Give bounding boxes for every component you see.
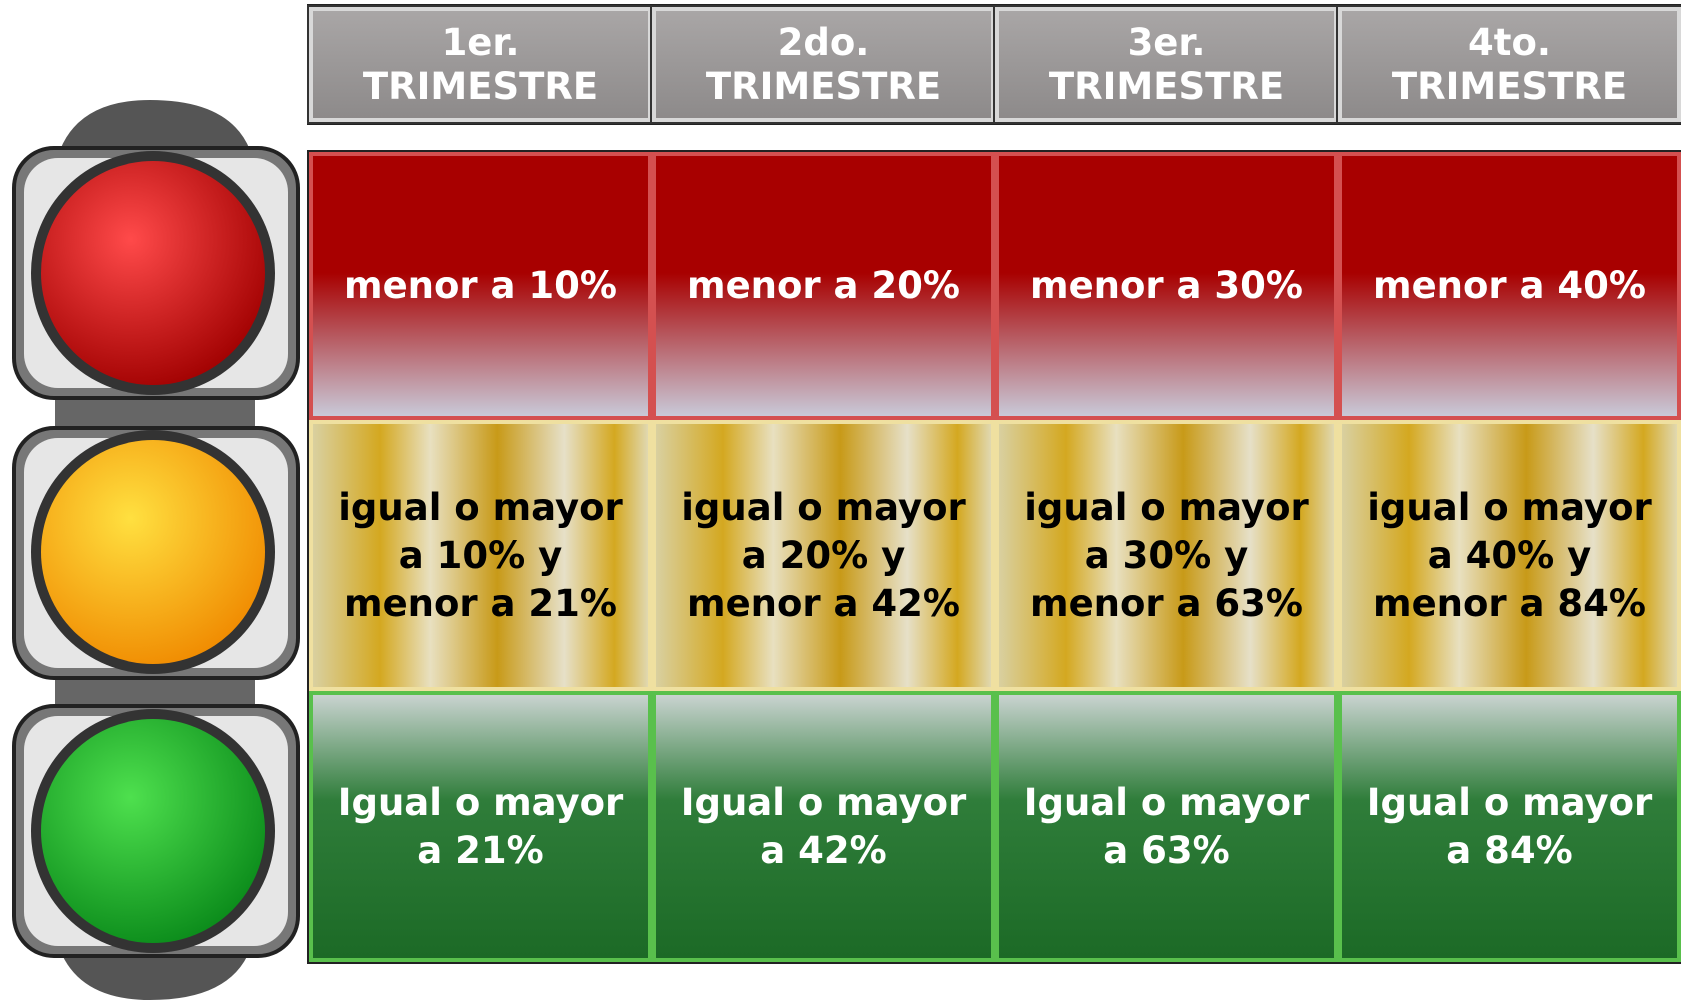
text-line: TRIMESTRE: [1048, 64, 1285, 108]
threshold-cell: menor a 40%: [1338, 152, 1681, 420]
text-line: menor a 10%: [344, 264, 617, 307]
text-line: Igual o mayor: [337, 780, 624, 824]
threshold-cell: igual o mayor a 10% y menor a 21%: [309, 420, 652, 691]
threshold-cell: igual o mayor a 30% y menor a 63%: [995, 420, 1338, 691]
threshold-cell: igual o mayor a 40% y menor a 84%: [1338, 420, 1681, 691]
threshold-cell: Igual o mayor a 63%: [995, 691, 1338, 962]
lamp-red: [12, 146, 300, 400]
text-line: a 30% y: [1084, 533, 1249, 577]
text-line: 2do.: [777, 20, 870, 64]
text-line: TRIMESTRE: [705, 64, 942, 108]
text-line: menor a 30%: [1030, 264, 1303, 307]
text-line: Igual o mayor: [680, 780, 967, 824]
text-line: menor a 84%: [1373, 581, 1646, 625]
text-line: TRIMESTRE: [362, 64, 599, 108]
text-line: a 42%: [760, 828, 887, 872]
text-line: igual o mayor: [338, 485, 623, 529]
text-line: igual o mayor: [1367, 485, 1652, 529]
column-header: 2do. TRIMESTRE: [650, 5, 997, 124]
threshold-cell: menor a 10%: [309, 152, 652, 420]
text-line: menor a 40%: [1373, 264, 1646, 307]
lamp-green: [12, 704, 300, 958]
header-frame: [307, 4, 1681, 125]
text-line: igual o mayor: [1024, 485, 1309, 529]
threshold-cell: Igual o mayor a 42%: [652, 691, 995, 962]
text-line: 3er.: [1127, 20, 1206, 64]
visor: [60, 950, 250, 1000]
threshold-cell: Igual o mayor a 84%: [1338, 691, 1681, 962]
text-line: a 84%: [1446, 828, 1573, 872]
text-line: 4to.: [1468, 20, 1551, 64]
text-line: a 21%: [417, 828, 544, 872]
text-line: menor a 20%: [687, 264, 960, 307]
text-line: menor a 63%: [1030, 581, 1303, 625]
threshold-cell: menor a 20%: [652, 152, 995, 420]
text-line: a 20% y: [741, 533, 906, 577]
text-line: Igual o mayor: [1366, 780, 1653, 824]
threshold-cell: igual o mayor a 20% y menor a 42%: [652, 420, 995, 691]
text-line: igual o mayor: [681, 485, 966, 529]
text-line: menor a 42%: [687, 581, 960, 625]
threshold-cell: menor a 30%: [995, 152, 1338, 420]
column-header: 1er. TRIMESTRE: [307, 5, 654, 124]
text-line: menor a 21%: [344, 581, 617, 625]
text-line: TRIMESTRE: [1391, 64, 1628, 108]
text-line: Igual o mayor: [1023, 780, 1310, 824]
text-line: a 63%: [1103, 828, 1230, 872]
lamp-yellow: [12, 426, 300, 680]
text-line: 1er.: [441, 20, 520, 64]
threshold-cell: Igual o mayor a 21%: [309, 691, 652, 962]
grid-frame: [307, 150, 1681, 964]
column-header: 3er. TRIMESTRE: [993, 5, 1340, 124]
text-line: a 40% y: [1427, 533, 1592, 577]
column-header: 4to. TRIMESTRE: [1336, 5, 1681, 124]
text-line: a 10% y: [398, 533, 563, 577]
visor: [60, 100, 250, 150]
traffic-light: [12, 100, 300, 1000]
